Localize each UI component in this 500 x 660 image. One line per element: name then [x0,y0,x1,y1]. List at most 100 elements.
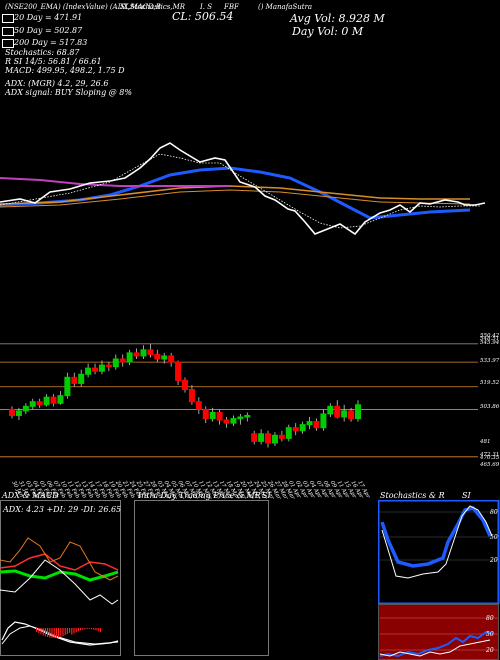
candle-body [196,402,201,410]
candle-body [328,406,333,414]
price-axis-label: 533.97 [480,358,499,364]
candle-body [307,422,312,425]
intraday-panel-si: SI [262,491,271,500]
price-axis: 550.42 548.51 545.94 533.97 519.52 503.86 481 4… [478,325,500,480]
candle-body [183,380,188,389]
adx-macd-panel: ADX: 4.23 +DI: 29 -DI: 26.65 [0,500,122,656]
macd-histogram-bar [71,628,72,635]
adx-values-label: ADX: 4.23 +DI: 29 -DI: 26.65 [2,505,121,514]
macd-histogram-bar [56,628,57,638]
candle-body [224,420,229,423]
candle-body [10,409,15,415]
macd-histogram-bar [91,628,92,629]
candle-body [65,377,70,395]
macd-histogram-bar [89,628,90,629]
rsi-axis-80: 80 [486,615,494,622]
candle-body [141,350,146,356]
candle-body [266,434,271,443]
price-axis-label: 470.35 [480,455,499,461]
macd-histogram-bar [54,628,55,638]
macd-histogram-bar [62,628,63,636]
macd-histogram-bar [49,628,50,638]
macd-histogram-bar [78,628,79,631]
rsi-panel: 80 50 20 [378,604,500,660]
candle-body [321,414,326,428]
candle-body [169,356,174,362]
intraday-panel [134,500,270,656]
candle-body [162,356,167,359]
white-price-line [0,143,485,234]
candle-body [79,374,84,383]
adx-panel-title: ADX & MACD [2,491,59,500]
candle-body [286,428,291,439]
macd-histogram-bar [58,628,59,637]
candle-body [210,412,215,418]
stoch-axis-50: 50 [490,534,498,541]
candle-body [106,365,111,367]
candle-body [16,411,21,416]
candle-body [44,397,49,405]
candle-body [272,435,277,443]
macd-histogram-bar [60,628,61,637]
price-axis-label: 519.52 [480,380,499,386]
macd-histogram-bar [36,628,37,632]
candle-body [86,368,91,374]
macd-histogram-bar [38,628,39,633]
candle-body [203,409,208,418]
candle-body [245,415,250,417]
price-axis-label: 545.94 [480,340,499,346]
macd-histogram-bar [40,628,41,634]
intraday-panel-title: Intra Day Trading Price & MR [138,491,261,500]
candle-body [356,405,361,419]
stoch-axis-20: 20 [489,557,498,564]
macd-histogram-bar [43,628,44,635]
candle-body [231,419,236,424]
candle-body [30,402,35,407]
candle-body [279,435,284,438]
stoch-axis-80: 80 [490,509,498,516]
candle-body [176,362,181,380]
candle-body [189,390,194,402]
candle-body [342,411,347,417]
candle-body [217,412,222,420]
candle-body [93,368,98,371]
macd-histogram-bar [76,628,77,632]
candle-body [314,422,319,428]
macd-histogram-bar [95,628,96,630]
stochastics-panel: 80 50 20 [378,500,500,604]
candle-body [148,350,153,355]
macd-histogram-bar [73,628,74,633]
macd-histogram-bar [51,628,52,638]
candle-body [155,354,160,359]
candle-body [51,397,56,403]
macd-histogram-bar [69,628,70,633]
macd-histogram-bar [45,628,46,636]
candle-body [252,434,257,442]
candle-body [349,411,354,419]
macd-histogram-bar [84,628,85,629]
candlestick-chart [0,325,500,480]
candle-body [335,406,340,417]
stoch-panel-title: Stochastics & R [380,491,445,500]
price-axis-label: 465.69 [480,462,499,468]
candle-body [72,377,77,383]
macd-histogram-bar [93,628,94,630]
candle-body [300,425,305,431]
macd-histogram-bar [82,628,83,630]
candle-body [259,434,264,442]
candle-body [113,359,118,367]
rsi-axis-50: 50 [486,631,494,638]
price-axis-label: 481 [480,439,491,445]
macd-histogram-bar [65,628,66,635]
moving-average-chart [0,0,500,330]
candle-body [134,353,139,356]
price-axis-label: 503.86 [480,404,499,410]
white-dotted-line [0,154,480,228]
macd-histogram-bar [87,628,88,629]
candle-body [23,406,28,411]
candle-body [120,359,125,362]
macd-histogram-bar [100,628,101,632]
stoch-panel-si: SI [462,491,471,500]
candle-body [58,396,63,404]
macd-histogram-bar [80,628,81,630]
